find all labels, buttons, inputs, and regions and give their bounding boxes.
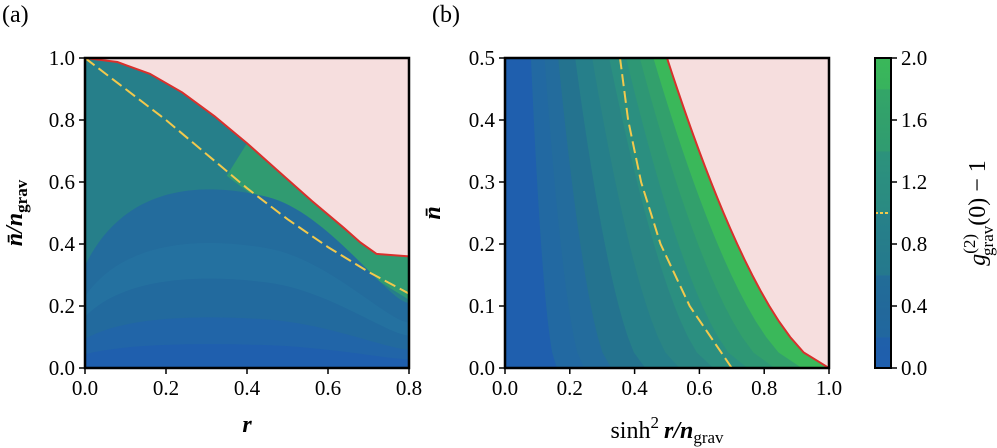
colorbar: 0.0 0.4 0.8 1.2 1.6 2.0 g(2)grav(0) − 1	[874, 46, 997, 380]
panel-b-xtick-label: 0.2	[557, 376, 583, 400]
colorbar-bands	[875, 58, 891, 369]
panel-b-plot-area	[505, 58, 829, 368]
colorbar-label-rest: (0) − 1	[965, 160, 991, 226]
panel-b-xlabel: sinh2 r/ngrav	[610, 413, 724, 447]
panel-b-contour-line	[619, 58, 733, 368]
panel-a-ytick-label: 0.4	[49, 232, 76, 256]
colorbar-label-sup: (2)	[960, 234, 979, 254]
panel-b-ticks: 0.0 0.2 0.4 0.6 0.8 1.0 0.0 0.1 0.2 0.3 0.4 0.5	[469, 46, 842, 400]
panel-a-ylabel-sub: grav	[12, 179, 31, 213]
panel-b-ytick-label: 0.4	[469, 108, 496, 132]
panel-b-boundary-line	[666, 58, 829, 368]
colorbar-band	[875, 89, 891, 121]
colorbar-band	[875, 182, 891, 214]
panel-b-xtick-label: 0.4	[621, 376, 648, 400]
panel-a-ticks: 0.0 0.2 0.4 0.6 0.8 0.0 0.2 0.4 0.6 0.8 1.0	[49, 46, 422, 400]
panel-b-ytick-label: 0.5	[469, 46, 495, 70]
panel-a-plot-area	[85, 58, 409, 368]
colorbar-ticks: 0.0 0.4 0.8 1.2 1.6 2.0	[891, 46, 928, 380]
panel-a-ylabel: n̄/ngrav	[2, 179, 31, 246]
colorbar-tick-label: 0.4	[901, 294, 928, 318]
panel-a-ylabel-main: n̄/n	[2, 213, 28, 246]
panel-b-xlabel-sup: 2	[650, 413, 659, 432]
panel-a-xtick-label: 0.0	[72, 376, 98, 400]
panel-b-ytick-label: 0.0	[469, 356, 495, 380]
colorbar-band	[875, 275, 891, 307]
colorbar-tick-label: 1.6	[901, 108, 927, 132]
panel-b-xtick-label: 0.8	[751, 376, 777, 400]
panel-b-xlabel-main: sinh	[610, 418, 650, 444]
panel-b-xlabel-r: r	[664, 418, 674, 444]
panel-b: 0.0 0.2 0.4 0.6 0.8 1.0 0.0 0.1 0.2 0.3 0.4 0.5 sin…	[420, 46, 842, 447]
panel-a-xtick-label: 0.6	[315, 376, 341, 400]
panel-a-xtick-label: 0.8	[396, 376, 422, 400]
colorbar-label-g: g	[965, 254, 991, 266]
panel-a-ytick-label: 0.2	[49, 294, 75, 318]
panel-a-xtick-label: 0.2	[153, 376, 179, 400]
panel-a-ytick-label: 0.8	[49, 108, 75, 132]
colorbar-band	[875, 151, 891, 183]
panel-b-ytick-label: 0.2	[469, 232, 495, 256]
colorbar-tick-label: 1.2	[901, 170, 927, 194]
colorbar-band	[875, 337, 891, 369]
panel-a-ytick-label: 0.6	[49, 170, 75, 194]
panel-a-xtick-label: 0.4	[234, 376, 261, 400]
panel-b-ytick-label: 0.3	[469, 170, 495, 194]
colorbar-frame	[874, 57, 892, 369]
panel-label-a: (a)	[2, 2, 29, 28]
colorbar-tick-label: 0.0	[901, 356, 927, 380]
colorbar-label-sub: grav	[978, 225, 997, 256]
panel-b-xtick-label: 0.0	[492, 376, 518, 400]
colorbar-label: g(2)grav(0) − 1	[960, 160, 997, 266]
panel-a-high-band	[226, 143, 409, 300]
colorbar-band	[875, 58, 891, 90]
panel-b-xlabel-sub: grav	[693, 428, 724, 447]
panel-b-xtick-label: 1.0	[816, 376, 842, 400]
colorbar-band	[875, 306, 891, 338]
panel-label-b: (b)	[432, 2, 460, 28]
panel-a: 0.0 0.2 0.4 0.6 0.8 0.0 0.2 0.4 0.6 0.8 1.0 r n̄/n…	[2, 46, 422, 438]
colorbar-tick-label: 0.8	[901, 232, 927, 256]
colorbar-tick-label: 2.0	[901, 46, 927, 70]
panel-a-ytick-label: 1.0	[49, 46, 75, 70]
panel-b-frame	[503, 56, 831, 370]
panel-a-ytick-label: 0.0	[49, 356, 75, 380]
panel-a-band-4	[85, 344, 409, 368]
colorbar-band	[875, 213, 891, 245]
panel-b-band-9	[505, 58, 557, 368]
panel-a-xlabel: r	[242, 412, 252, 438]
panel-b-ytick-label: 0.1	[469, 294, 495, 318]
panel-b-xtick-label: 0.6	[686, 376, 712, 400]
colorbar-band	[875, 244, 891, 276]
panel-a-boundary-line	[85, 58, 409, 258]
panel-b-xlabel-div: /n	[671, 418, 693, 444]
panel-b-ylabel: n̄	[420, 206, 446, 219]
colorbar-band	[875, 120, 891, 152]
panel-a-contour-line	[85, 58, 409, 295]
